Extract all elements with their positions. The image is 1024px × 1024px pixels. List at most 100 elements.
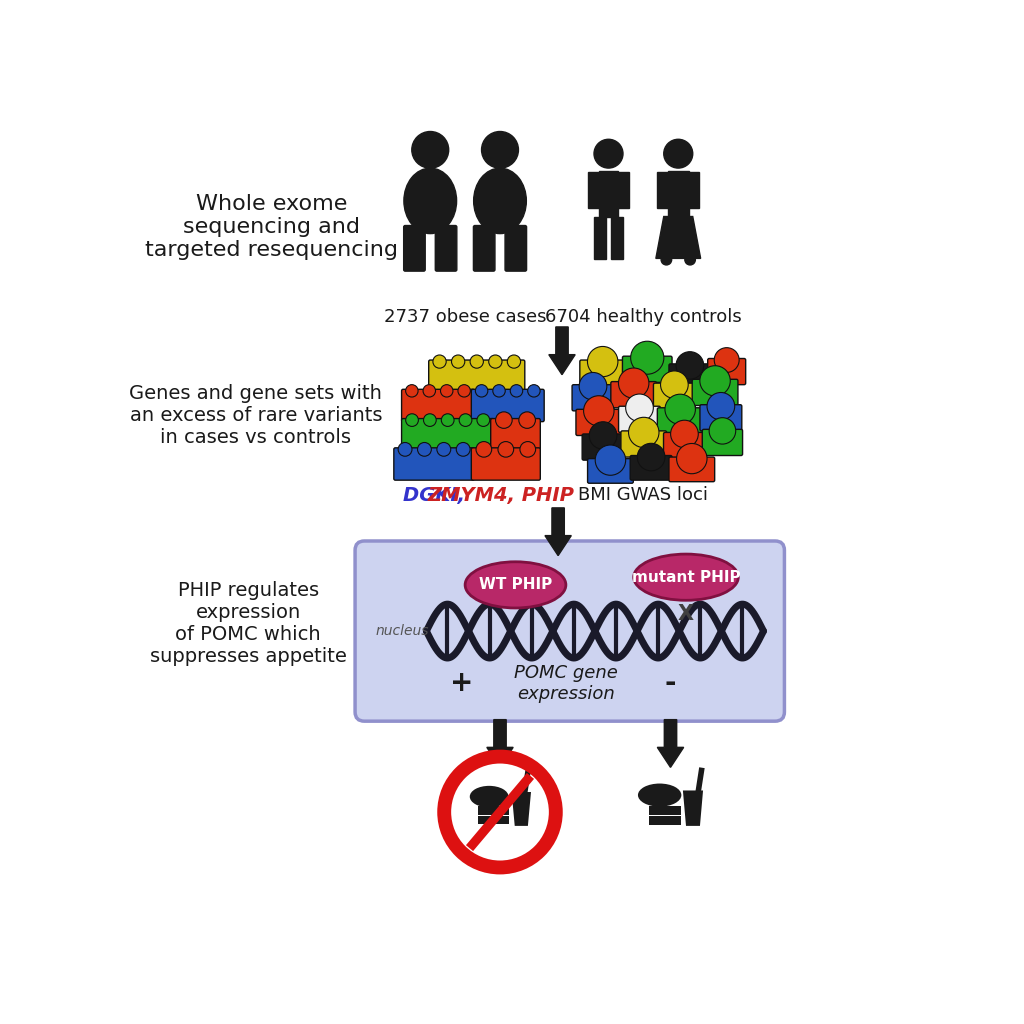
Circle shape <box>664 139 693 168</box>
Polygon shape <box>486 720 513 767</box>
Ellipse shape <box>465 562 566 608</box>
Text: -: - <box>665 670 676 697</box>
Circle shape <box>477 414 489 426</box>
Circle shape <box>595 445 626 475</box>
Text: POMC gene
expression: POMC gene expression <box>514 664 617 702</box>
Circle shape <box>418 442 431 457</box>
Circle shape <box>496 412 512 428</box>
Circle shape <box>433 355 446 369</box>
Circle shape <box>406 414 419 426</box>
Bar <box>617 172 629 208</box>
Circle shape <box>714 348 739 373</box>
FancyBboxPatch shape <box>618 407 660 432</box>
Ellipse shape <box>638 783 681 807</box>
Text: BMI GWAS loci: BMI GWAS loci <box>579 486 709 504</box>
Bar <box>478 806 509 815</box>
Bar <box>649 806 681 815</box>
FancyBboxPatch shape <box>708 358 745 385</box>
Circle shape <box>676 351 703 379</box>
Polygon shape <box>655 216 700 258</box>
FancyBboxPatch shape <box>657 408 703 434</box>
FancyBboxPatch shape <box>401 389 474 422</box>
FancyBboxPatch shape <box>490 419 541 451</box>
FancyBboxPatch shape <box>669 457 715 481</box>
Circle shape <box>488 355 502 369</box>
Circle shape <box>444 757 556 867</box>
FancyBboxPatch shape <box>630 456 672 480</box>
FancyBboxPatch shape <box>505 225 526 271</box>
Ellipse shape <box>474 168 526 233</box>
Circle shape <box>493 385 505 397</box>
Bar <box>478 816 509 823</box>
Text: WT PHIP: WT PHIP <box>479 578 552 592</box>
Polygon shape <box>683 791 703 826</box>
Text: PHIP regulates
expression
of POMC which
suppresses appetite: PHIP regulates expression of POMC which … <box>150 581 346 666</box>
Circle shape <box>588 346 617 377</box>
FancyBboxPatch shape <box>702 429 742 456</box>
FancyBboxPatch shape <box>583 434 624 460</box>
Circle shape <box>424 414 436 426</box>
Circle shape <box>398 442 412 457</box>
Bar <box>594 216 606 259</box>
Circle shape <box>475 385 487 397</box>
Circle shape <box>452 355 465 369</box>
Bar <box>668 171 689 216</box>
Circle shape <box>458 385 470 397</box>
FancyBboxPatch shape <box>621 431 667 457</box>
Circle shape <box>527 385 540 397</box>
Ellipse shape <box>470 785 509 807</box>
FancyBboxPatch shape <box>653 383 695 410</box>
FancyBboxPatch shape <box>401 419 494 451</box>
Text: X: X <box>678 604 694 625</box>
Bar <box>657 172 669 208</box>
FancyBboxPatch shape <box>473 225 495 271</box>
Circle shape <box>507 355 520 369</box>
Circle shape <box>457 442 470 457</box>
Text: ZMYM4, PHIP: ZMYM4, PHIP <box>427 486 574 505</box>
Text: Genes and gene sets with
an excess of rare variants
in cases vs controls: Genes and gene sets with an excess of ra… <box>129 384 382 447</box>
FancyBboxPatch shape <box>588 459 633 483</box>
Circle shape <box>459 414 472 426</box>
Circle shape <box>637 443 665 471</box>
FancyBboxPatch shape <box>700 404 741 431</box>
Circle shape <box>412 131 449 168</box>
Circle shape <box>629 418 659 447</box>
Text: +: + <box>450 670 473 697</box>
Circle shape <box>631 341 664 374</box>
Circle shape <box>707 392 734 420</box>
FancyBboxPatch shape <box>575 410 622 435</box>
FancyBboxPatch shape <box>669 364 711 390</box>
FancyBboxPatch shape <box>664 432 706 459</box>
Circle shape <box>589 422 616 450</box>
FancyBboxPatch shape <box>403 225 425 271</box>
Text: nucleus: nucleus <box>376 624 429 638</box>
Polygon shape <box>512 792 531 826</box>
Circle shape <box>710 418 735 444</box>
Bar <box>649 816 681 825</box>
Bar <box>588 172 600 208</box>
Circle shape <box>498 441 514 457</box>
Circle shape <box>662 255 672 265</box>
Text: 2737 obese cases: 2737 obese cases <box>384 307 547 326</box>
Circle shape <box>510 385 522 397</box>
Circle shape <box>423 385 435 397</box>
Polygon shape <box>545 508 571 556</box>
Circle shape <box>406 385 418 397</box>
Ellipse shape <box>403 168 457 233</box>
FancyBboxPatch shape <box>623 356 672 382</box>
FancyBboxPatch shape <box>611 382 656 408</box>
Ellipse shape <box>634 554 738 600</box>
Polygon shape <box>549 327 575 375</box>
Circle shape <box>520 441 536 457</box>
Bar <box>599 171 618 216</box>
Text: Whole exome
sequencing and
targeted resequencing: Whole exome sequencing and targeted rese… <box>144 194 398 260</box>
Circle shape <box>470 355 483 369</box>
FancyBboxPatch shape <box>471 389 544 422</box>
FancyBboxPatch shape <box>435 225 457 271</box>
Circle shape <box>685 255 695 265</box>
Text: DGKI,: DGKI, <box>403 486 472 505</box>
Circle shape <box>699 366 730 396</box>
Circle shape <box>626 394 653 422</box>
Bar <box>611 216 623 259</box>
FancyBboxPatch shape <box>471 447 541 480</box>
